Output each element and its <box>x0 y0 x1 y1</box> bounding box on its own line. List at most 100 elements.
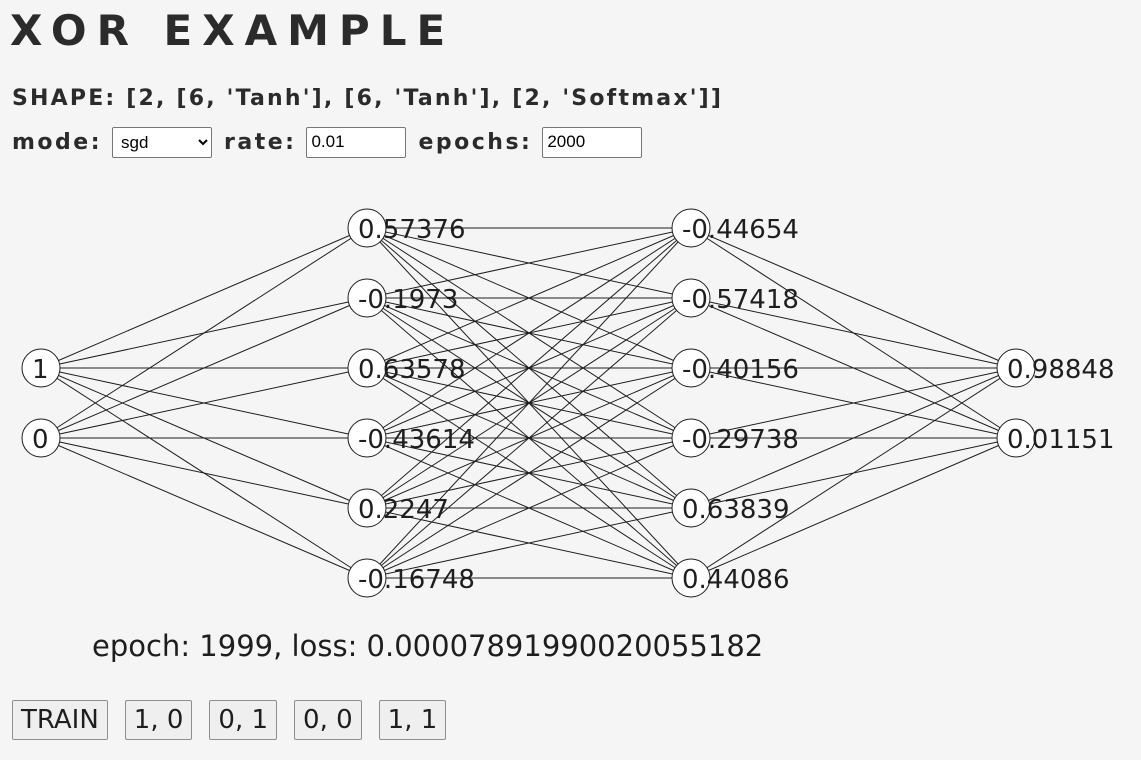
neuron-node: 0.44086 <box>671 558 790 598</box>
neuron-circle <box>21 418 61 458</box>
connection-line <box>690 227 1017 369</box>
neuron-value: 0.2247 <box>358 495 449 525</box>
connection-line <box>366 367 692 509</box>
page-title: XOR EXAMPLE <box>10 6 456 55</box>
connection-line <box>366 227 692 509</box>
neuron-value: -0.1973 <box>358 285 458 315</box>
connection-line <box>366 297 692 439</box>
neuron-circle <box>347 418 387 458</box>
neuron-node: -0.16748 <box>347 558 475 598</box>
connection-line <box>366 297 692 369</box>
connection-line <box>40 437 368 579</box>
neuron-value: -0.16748 <box>358 565 475 595</box>
neuron-circle <box>671 208 711 248</box>
neuron-node: 0.2247 <box>347 488 449 528</box>
neuron-node: -0.1973 <box>347 278 458 318</box>
connection-line <box>690 367 1017 439</box>
epochs-label: epochs: <box>418 129 533 155</box>
connection-line <box>366 227 692 579</box>
connection-line <box>40 367 368 439</box>
connection-line <box>366 227 692 369</box>
button-row: TRAIN 1, 0 0, 1 0, 0 1, 1 <box>12 700 463 740</box>
connection-line <box>366 367 692 509</box>
connection-line <box>366 227 692 509</box>
neuron-value: 0.01151 <box>1007 425 1115 455</box>
connection-line <box>366 367 692 439</box>
training-controls: mode: sgd rate: epochs: <box>12 124 654 160</box>
connection-line <box>40 227 368 369</box>
network-edges <box>40 227 1017 579</box>
connection-line <box>366 437 692 579</box>
connection-line <box>366 297 692 509</box>
mode-select[interactable]: sgd <box>112 126 213 158</box>
connection-line <box>366 297 692 579</box>
neuron-value: -0.29738 <box>682 425 799 455</box>
neuron-circle <box>21 348 61 388</box>
neuron-node: 0.98848 <box>996 348 1115 388</box>
neuron-circle <box>996 348 1036 388</box>
neuron-value: 0.63578 <box>358 355 466 385</box>
connection-line <box>366 227 692 439</box>
neuron-value: -0.43614 <box>358 425 475 455</box>
connection-line <box>366 367 692 579</box>
input-1-1-button[interactable]: 1, 1 <box>378 700 447 740</box>
connection-line <box>690 367 1017 579</box>
connection-line <box>366 507 692 579</box>
neuron-value: 1 <box>32 355 49 385</box>
neuron-circle <box>347 558 387 598</box>
connection-line <box>366 227 692 299</box>
rate-label: rate: <box>224 129 297 155</box>
neuron-value: 0.57376 <box>358 215 466 245</box>
neuron-node: -0.57418 <box>671 278 799 318</box>
connection-line <box>40 367 368 509</box>
connection-line <box>690 297 1017 369</box>
connection-line <box>690 437 1017 579</box>
neuron-value: -0.44654 <box>682 215 799 245</box>
neuron-node: -0.40156 <box>671 348 799 388</box>
neuron-value: 0.98848 <box>1007 355 1115 385</box>
input-0-0-button[interactable]: 0, 0 <box>294 700 362 740</box>
input-0-1-button[interactable]: 0, 1 <box>209 700 278 740</box>
connection-line <box>366 437 692 509</box>
train-button[interactable]: TRAIN <box>12 700 108 740</box>
neuron-node: 0 <box>21 418 61 458</box>
neuron-circle <box>347 208 387 248</box>
neuron-node: -0.43614 <box>347 418 475 458</box>
connection-line <box>366 367 692 579</box>
connection-line <box>40 297 368 369</box>
connection-line <box>366 437 692 579</box>
neuron-node: -0.29738 <box>671 418 799 458</box>
epochs-input[interactable] <box>542 126 643 158</box>
connection-line <box>366 507 692 579</box>
connection-line <box>40 367 368 439</box>
connection-line <box>690 367 1017 439</box>
connection-line <box>366 227 692 439</box>
neuron-circle <box>671 278 711 318</box>
connection-line <box>40 297 368 439</box>
neuron-value: -0.40156 <box>682 355 799 385</box>
connection-line <box>366 297 692 439</box>
connection-line <box>366 297 692 579</box>
neuron-value: 0.44086 <box>682 565 790 595</box>
neuron-circle <box>671 558 711 598</box>
connection-line <box>366 227 692 369</box>
neuron-value: -0.57418 <box>682 285 799 315</box>
input-1-0-button[interactable]: 1, 0 <box>124 700 193 740</box>
rate-input[interactable] <box>306 126 407 158</box>
neuron-value: 0.63839 <box>682 495 790 525</box>
connection-line <box>40 367 368 579</box>
connection-line <box>366 437 692 509</box>
neuron-node: -0.44654 <box>671 208 799 248</box>
connection-line <box>366 367 692 439</box>
connection-line <box>690 367 1017 509</box>
connection-line <box>690 297 1017 439</box>
connection-line <box>366 227 692 579</box>
neuron-node: 0.01151 <box>996 418 1115 458</box>
neuron-circle <box>347 278 387 318</box>
connection-line <box>690 227 1017 439</box>
training-status: epoch: 1999, loss: 0.0000789199002005518… <box>92 629 764 663</box>
neuron-circle <box>347 348 387 388</box>
neuron-node: 0.63839 <box>671 488 790 528</box>
mode-label: mode: <box>12 129 103 155</box>
